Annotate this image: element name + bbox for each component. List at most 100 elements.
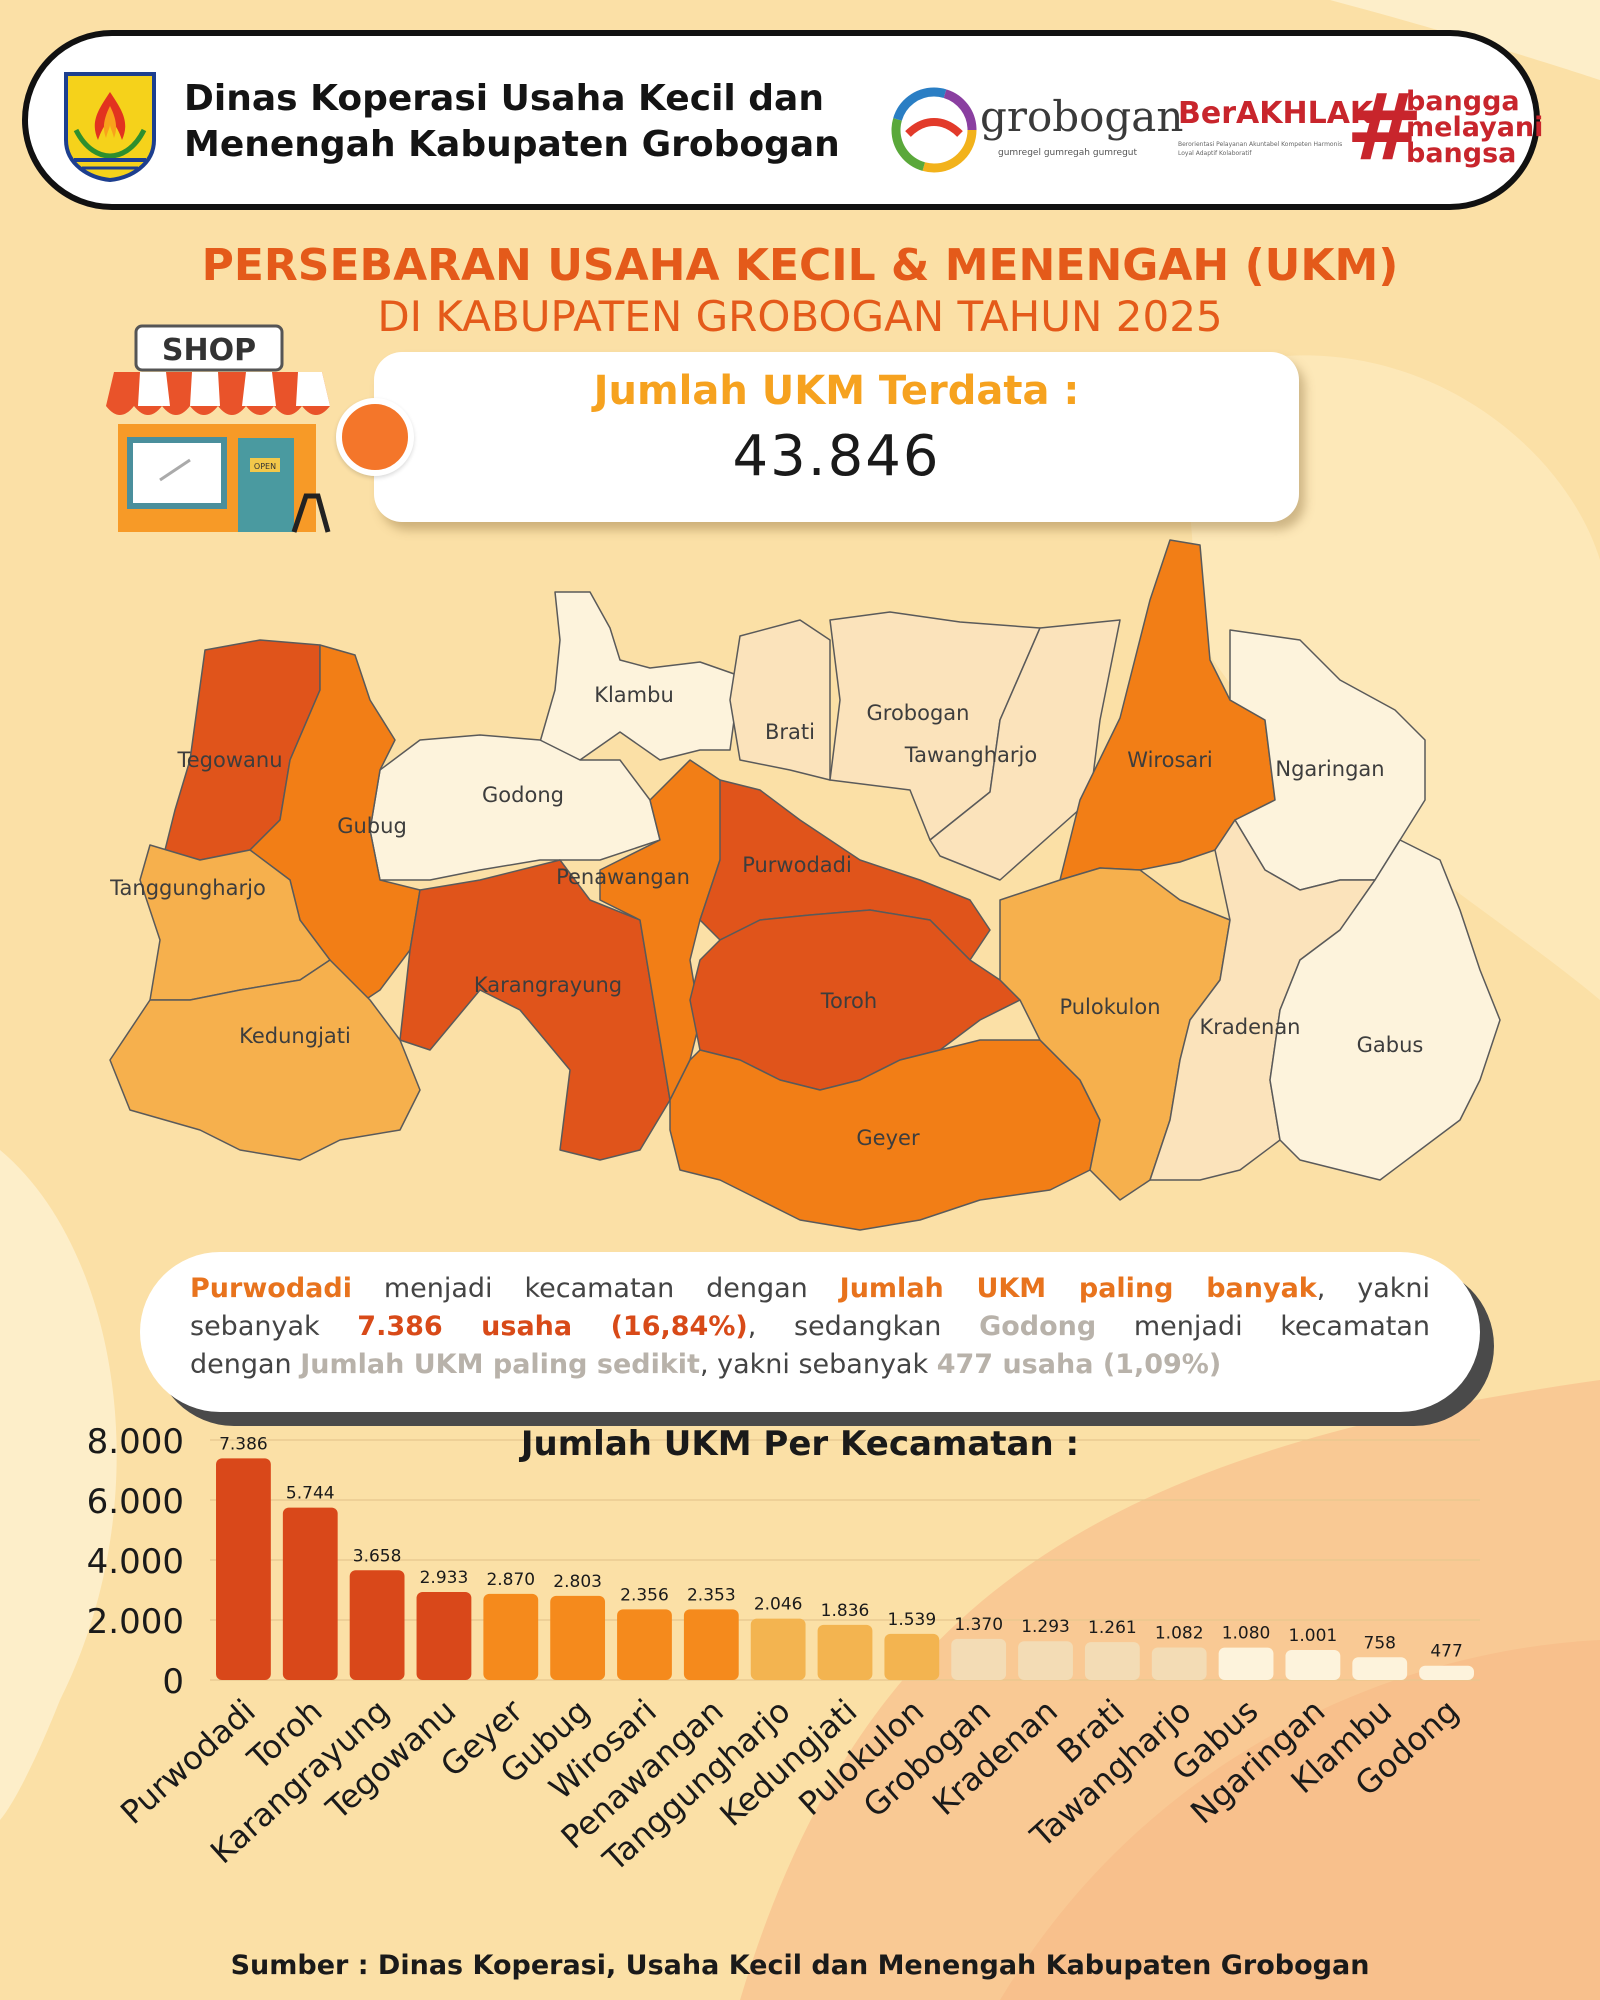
map-label-brati: Brati xyxy=(765,720,815,744)
grobogan-swirl-icon xyxy=(891,87,977,173)
y-tick-label: 2.000 xyxy=(87,1602,184,1642)
total-ukm-label: Jumlah UKM Terdata : xyxy=(593,368,1080,414)
bar-wirosari xyxy=(617,1609,672,1680)
map-labels: Tegowanu Klambu Brati Grobogan Tawanghar… xyxy=(109,683,1423,1150)
emblem-icon xyxy=(64,72,156,182)
count-indicator-dot xyxy=(336,398,414,476)
bar-brati xyxy=(1084,1642,1140,1680)
map-label-kedungjati: Kedungjati xyxy=(239,1024,351,1048)
shop-icon: SHOP OPEN xyxy=(106,324,331,533)
bar-value-label: 1.836 xyxy=(821,1601,870,1621)
bar-tegowanu xyxy=(416,1592,472,1680)
note-bottom-value: 477 usaha (1,09%) xyxy=(936,1349,1222,1380)
y-tick-label: 0 xyxy=(162,1662,184,1702)
bar-purwodadi xyxy=(216,1458,271,1680)
map-region-karangrayung xyxy=(399,859,671,1161)
map-label-gubug: Gubug xyxy=(337,814,407,838)
note-least-label: Jumlah UKM paling sedikit xyxy=(300,1349,700,1380)
main-title: PERSEBARAN USAHA KECIL & MENENGAH (UKM) xyxy=(201,240,1399,291)
bar-geyer xyxy=(483,1593,539,1680)
bar-godong xyxy=(1419,1665,1474,1680)
bar-value-label: 1.293 xyxy=(1021,1617,1070,1637)
berakhlak-logo: BerAKHLAK Berorientasi Pelayanan Akuntab… xyxy=(1178,96,1373,176)
header-banner: Dinas Koperasi Usaha Kecil dan Menengah … xyxy=(22,30,1543,210)
bar-kedungjati xyxy=(817,1624,873,1680)
organization-name: Dinas Koperasi Usaha Kecil dan Menengah … xyxy=(184,76,840,168)
open-sign-text: OPEN xyxy=(254,462,276,471)
note-line-3: dengan Jumlah UKM paling sedikit, yakni … xyxy=(190,1346,1430,1384)
shop-sign-text: SHOP xyxy=(162,333,256,368)
total-ukm-value: 43.846 xyxy=(732,424,941,489)
bangsa-word: bangsa xyxy=(1406,138,1517,169)
bar-value-label: 477 xyxy=(1430,1642,1462,1662)
bar-value-label: 5.744 xyxy=(286,1484,335,1504)
map-label-geyer: Geyer xyxy=(856,1126,920,1150)
map-label-ngaringan: Ngaringan xyxy=(1275,757,1384,781)
map-label-godong: Godong xyxy=(482,783,564,807)
bar-value-label: 2.353 xyxy=(687,1585,736,1605)
map-label-pulokulon: Pulokulon xyxy=(1059,995,1160,1019)
bar-value-label: 2.933 xyxy=(420,1568,469,1588)
org-name-line1: Dinas Koperasi Usaha Kecil dan xyxy=(184,78,824,119)
org-name-line2: Menengah Kabupaten Grobogan xyxy=(184,124,840,165)
note-text-fragment: , yakni xyxy=(1316,1273,1430,1304)
map-label-kradenan: Kradenan xyxy=(1199,1015,1300,1039)
summary-note-text: Purwodadi menjadi kecamatan dengan Jumla… xyxy=(190,1270,1430,1384)
map-label-grobogan: Grobogan xyxy=(867,701,970,725)
map-label-gabus: Gabus xyxy=(1357,1033,1424,1057)
bangga-melayani-bangsa-logo: # bangga melayani bangsa xyxy=(1346,82,1546,182)
bar-value-label: 1.261 xyxy=(1088,1618,1137,1638)
map-label-klambu: Klambu xyxy=(594,683,674,707)
bar-gabus xyxy=(1218,1647,1274,1680)
note-text-fragment: dengan xyxy=(190,1349,301,1380)
bar-ngaringan xyxy=(1285,1649,1341,1680)
map-region-klambu xyxy=(539,591,741,761)
map-label-purwodadi: Purwodadi xyxy=(742,853,852,877)
note-line-1: Purwodadi menjadi kecamatan dengan Jumla… xyxy=(190,1270,1430,1308)
note-text-fragment: menjadi kecamatan xyxy=(1096,1311,1430,1342)
note-text-fragment: sebanyak xyxy=(190,1311,358,1342)
map-label-wirosari: Wirosari xyxy=(1127,748,1212,772)
bar-value-label: 1.539 xyxy=(888,1610,937,1630)
note-text-fragment: menjadi kecamatan dengan xyxy=(351,1273,840,1304)
note-line-2: sebanyak 7.386 usaha (16,84%), sedangkan… xyxy=(190,1308,1430,1346)
bar-kradenan xyxy=(1018,1641,1073,1680)
bar-toroh xyxy=(282,1507,338,1680)
bar-value-label: 2.356 xyxy=(620,1585,669,1605)
melayani-word: melayani xyxy=(1406,112,1544,143)
berakhlak-logo-tagline: Berorientasi Pelayanan Akuntabel Kompete… xyxy=(1178,141,1343,157)
source-note: Sumber : Dinas Koperasi, Usaha Kecil dan… xyxy=(230,1950,1370,1981)
summary-note: Purwodadi menjadi kecamatan dengan Jumla… xyxy=(140,1252,1480,1412)
bangga-word: bangga xyxy=(1406,86,1520,117)
bar-tawangharjo xyxy=(1151,1647,1207,1680)
bar-grobogan xyxy=(951,1638,1007,1680)
map-label-karangrayung: Karangrayung xyxy=(474,973,622,997)
bar-karangrayung xyxy=(349,1570,405,1680)
bar-klambu xyxy=(1352,1657,1408,1680)
bar-value-label: 1.080 xyxy=(1222,1624,1271,1644)
grobogan-logo: grobogan gumregel gumregah gumregut xyxy=(888,78,1183,178)
bar-value-label: 2.870 xyxy=(486,1570,535,1590)
map-region-gubug xyxy=(249,644,421,1011)
map-region-tawangharjo xyxy=(929,619,1121,881)
y-tick-label: 6.000 xyxy=(87,1482,184,1522)
bar-gubug xyxy=(550,1595,606,1680)
total-ukm-card: Jumlah UKM Terdata : 43.846 xyxy=(374,352,1299,522)
bar-value-label: 7.386 xyxy=(219,1434,268,1454)
grobogan-logo-tagline: gumregel gumregah gumregut xyxy=(998,148,1138,158)
bar-value-label: 1.082 xyxy=(1155,1624,1204,1644)
district-map: Tegowanu Klambu Brati Grobogan Tawanghar… xyxy=(109,539,1501,1231)
map-region-kedungjati xyxy=(109,959,421,1161)
note-top-value: 7.386 usaha (16,84%) xyxy=(357,1311,748,1342)
map-label-toroh: Toroh xyxy=(820,989,877,1013)
grobogan-logo-text: grobogan xyxy=(980,92,1184,141)
bar-value-label: 1.001 xyxy=(1289,1626,1338,1646)
map-label-penawangan: Penawangan xyxy=(556,865,690,889)
map-label-tegowanu: Tegowanu xyxy=(176,748,282,772)
note-most-label: Jumlah UKM paling banyak xyxy=(839,1273,1317,1304)
bar-value-label: 758 xyxy=(1364,1633,1396,1653)
note-top-district: Purwodadi xyxy=(190,1273,352,1304)
note-text-fragment: , yakni sebanyak xyxy=(699,1349,937,1380)
y-tick-label: 8.000 xyxy=(87,1422,184,1462)
